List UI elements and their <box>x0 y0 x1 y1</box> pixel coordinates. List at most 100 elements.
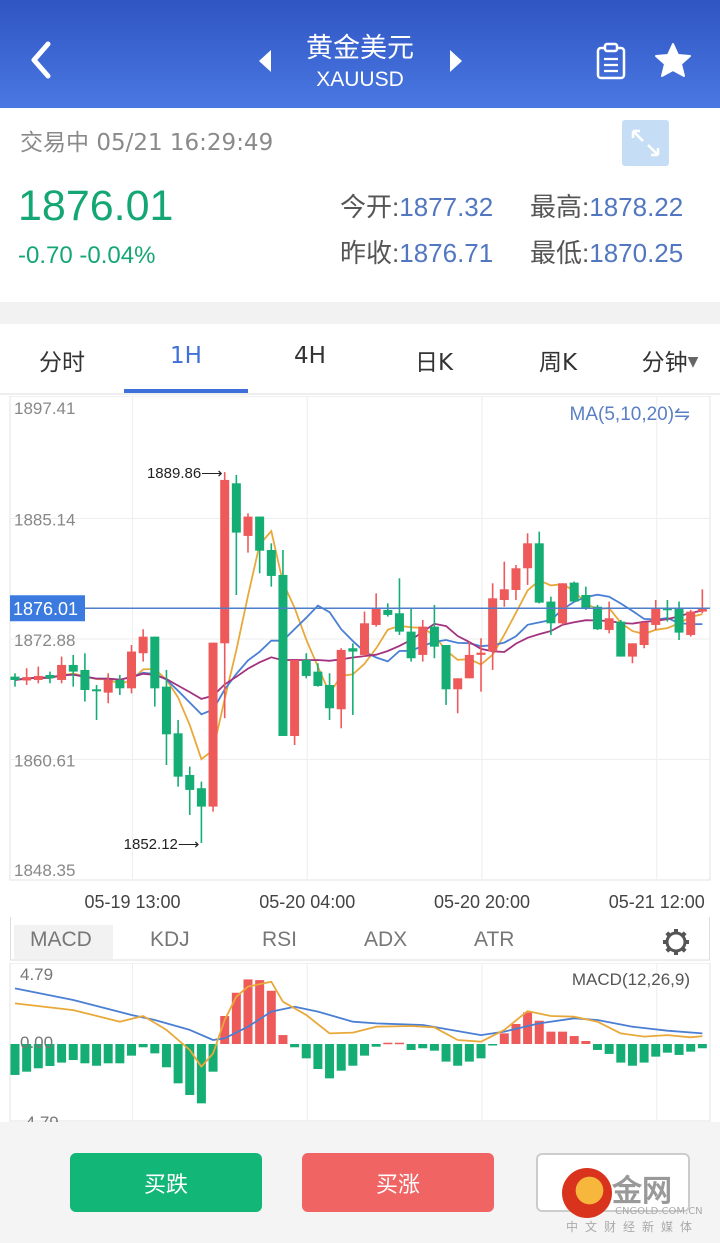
candle-body <box>266 549 276 576</box>
x-tick-label: 05-20 04:00 <box>259 892 355 912</box>
candle-body <box>243 516 253 536</box>
current-price-label: 1876.01 <box>13 599 78 619</box>
tab-weekly[interactable]: 周K <box>538 350 578 376</box>
x-tick-label: 05-21 12:00 <box>609 892 705 912</box>
candle <box>523 533 533 585</box>
buy-up-button[interactable]: 买涨 <box>302 1153 494 1212</box>
tab-timeshare[interactable]: 分时 <box>39 350 85 376</box>
macd-histogram-bar <box>80 1044 90 1064</box>
candle <box>45 671 55 684</box>
open-label: 今开: <box>340 192 400 222</box>
indicator-tab-rsi[interactable]: RSI <box>262 928 298 951</box>
candle-body <box>476 652 486 655</box>
macd-histogram-bar <box>290 1044 300 1048</box>
macd-histogram-bar <box>697 1044 707 1049</box>
tab-4h[interactable]: 4H <box>294 343 326 369</box>
candle-body <box>464 654 474 679</box>
candle <box>80 653 90 702</box>
candle <box>161 669 171 765</box>
tabs-border <box>0 393 720 395</box>
macd-histogram-bar <box>150 1044 160 1054</box>
macd-histogram-bar <box>674 1044 684 1055</box>
low-value: 1870.25 <box>589 238 684 268</box>
macd-histogram-bar <box>616 1044 626 1063</box>
candle <box>593 604 602 630</box>
candle <box>22 668 32 685</box>
y-tick-label: 1885.14 <box>14 511 75 530</box>
star-icon[interactable] <box>654 42 692 80</box>
candle-body <box>697 608 707 612</box>
candle <box>511 565 521 600</box>
macd-histogram-bar <box>313 1044 323 1069</box>
candle <box>429 604 439 659</box>
macd-histogram-bar <box>45 1044 55 1067</box>
last-price: 1876.01 <box>18 182 174 230</box>
candle <box>103 673 113 704</box>
candle-body <box>534 543 544 603</box>
candle <box>558 583 568 625</box>
candle <box>418 619 428 662</box>
candle <box>115 674 125 696</box>
macd-histogram-bar <box>394 1042 404 1045</box>
buy-down-button[interactable]: 买跌 <box>70 1153 262 1212</box>
candle-body <box>255 516 265 551</box>
current-price-tag <box>10 595 85 622</box>
macd-histogram-bar <box>22 1044 32 1072</box>
tab-1h[interactable]: 1H <box>170 343 202 369</box>
macd-histogram-bar <box>476 1044 486 1059</box>
candle <box>697 589 707 614</box>
macd-histogram-bar <box>511 1023 521 1044</box>
stat-low: 最低:1870.25 <box>530 233 683 270</box>
indicator-tab-adx[interactable]: ADX <box>364 928 408 951</box>
prev-triangle-icon[interactable] <box>257 48 273 74</box>
chart-frame <box>9 396 711 881</box>
clipboard-icon[interactable] <box>595 42 627 80</box>
candle-body <box>278 574 288 736</box>
candlestick-chart[interactable]: 1897.41 1885.14 1872.88 1860.61 1848.35 05-19… <box>0 396 720 916</box>
candle-body <box>429 626 439 647</box>
macd-histogram-bar <box>33 1044 43 1069</box>
candle <box>208 642 218 812</box>
candle-body <box>371 608 381 625</box>
gear-icon[interactable] <box>661 927 691 957</box>
x-tick-label: 05-20 20:00 <box>434 892 530 912</box>
indicator-tab-atr[interactable]: ATR <box>474 928 515 951</box>
candle <box>185 766 195 815</box>
y-tick-label: 1860.61 <box>14 752 75 771</box>
candle-body <box>651 608 661 625</box>
macd-histogram-bar <box>569 1036 579 1044</box>
candle-body <box>558 583 568 624</box>
macd-chart[interactable]: 4.79 0.00 -4.79 MACD(12,26,9) <box>0 963 720 1123</box>
candle-body <box>22 677 32 681</box>
order-button[interactable] <box>536 1153 690 1212</box>
watermark-brand: 金网 <box>612 1174 672 1209</box>
macd-histogram-bar <box>196 1044 206 1104</box>
candle <box>616 619 626 657</box>
expand-icon[interactable] <box>622 120 669 166</box>
tab-minutes[interactable]: 分钟▼ <box>620 343 720 377</box>
candle <box>33 666 43 684</box>
watermark-logo <box>562 1168 612 1218</box>
macd-histogram-bar <box>429 1044 439 1051</box>
candle <box>581 586 591 610</box>
indicator-tab-macd[interactable]: MACD <box>30 928 92 951</box>
back-chevron-icon[interactable] <box>26 40 54 80</box>
next-triangle-icon[interactable] <box>448 48 464 74</box>
indicator-tab-kdj[interactable]: KDJ <box>150 928 190 951</box>
candle-body <box>103 679 113 693</box>
macd-histogram-bar <box>68 1044 78 1061</box>
macd-histogram-bar <box>57 1044 67 1063</box>
macd-histogram-bar <box>348 1044 358 1066</box>
candle-body <box>523 543 533 569</box>
macd-histogram-bar <box>639 1044 649 1063</box>
macd-histogram-bar <box>266 990 276 1044</box>
active-indicator-bg <box>14 925 113 959</box>
ma-legend[interactable]: MA(5,10,20)⇋ <box>569 404 690 425</box>
y-tick-label: 1872.88 <box>14 631 75 650</box>
candle-body <box>406 631 416 659</box>
macd-histogram-bar <box>488 1044 498 1046</box>
candle <box>534 531 544 604</box>
tab-daily[interactable]: 日K <box>414 350 454 376</box>
candle <box>220 472 230 719</box>
macd-dif-line <box>14 980 703 1068</box>
